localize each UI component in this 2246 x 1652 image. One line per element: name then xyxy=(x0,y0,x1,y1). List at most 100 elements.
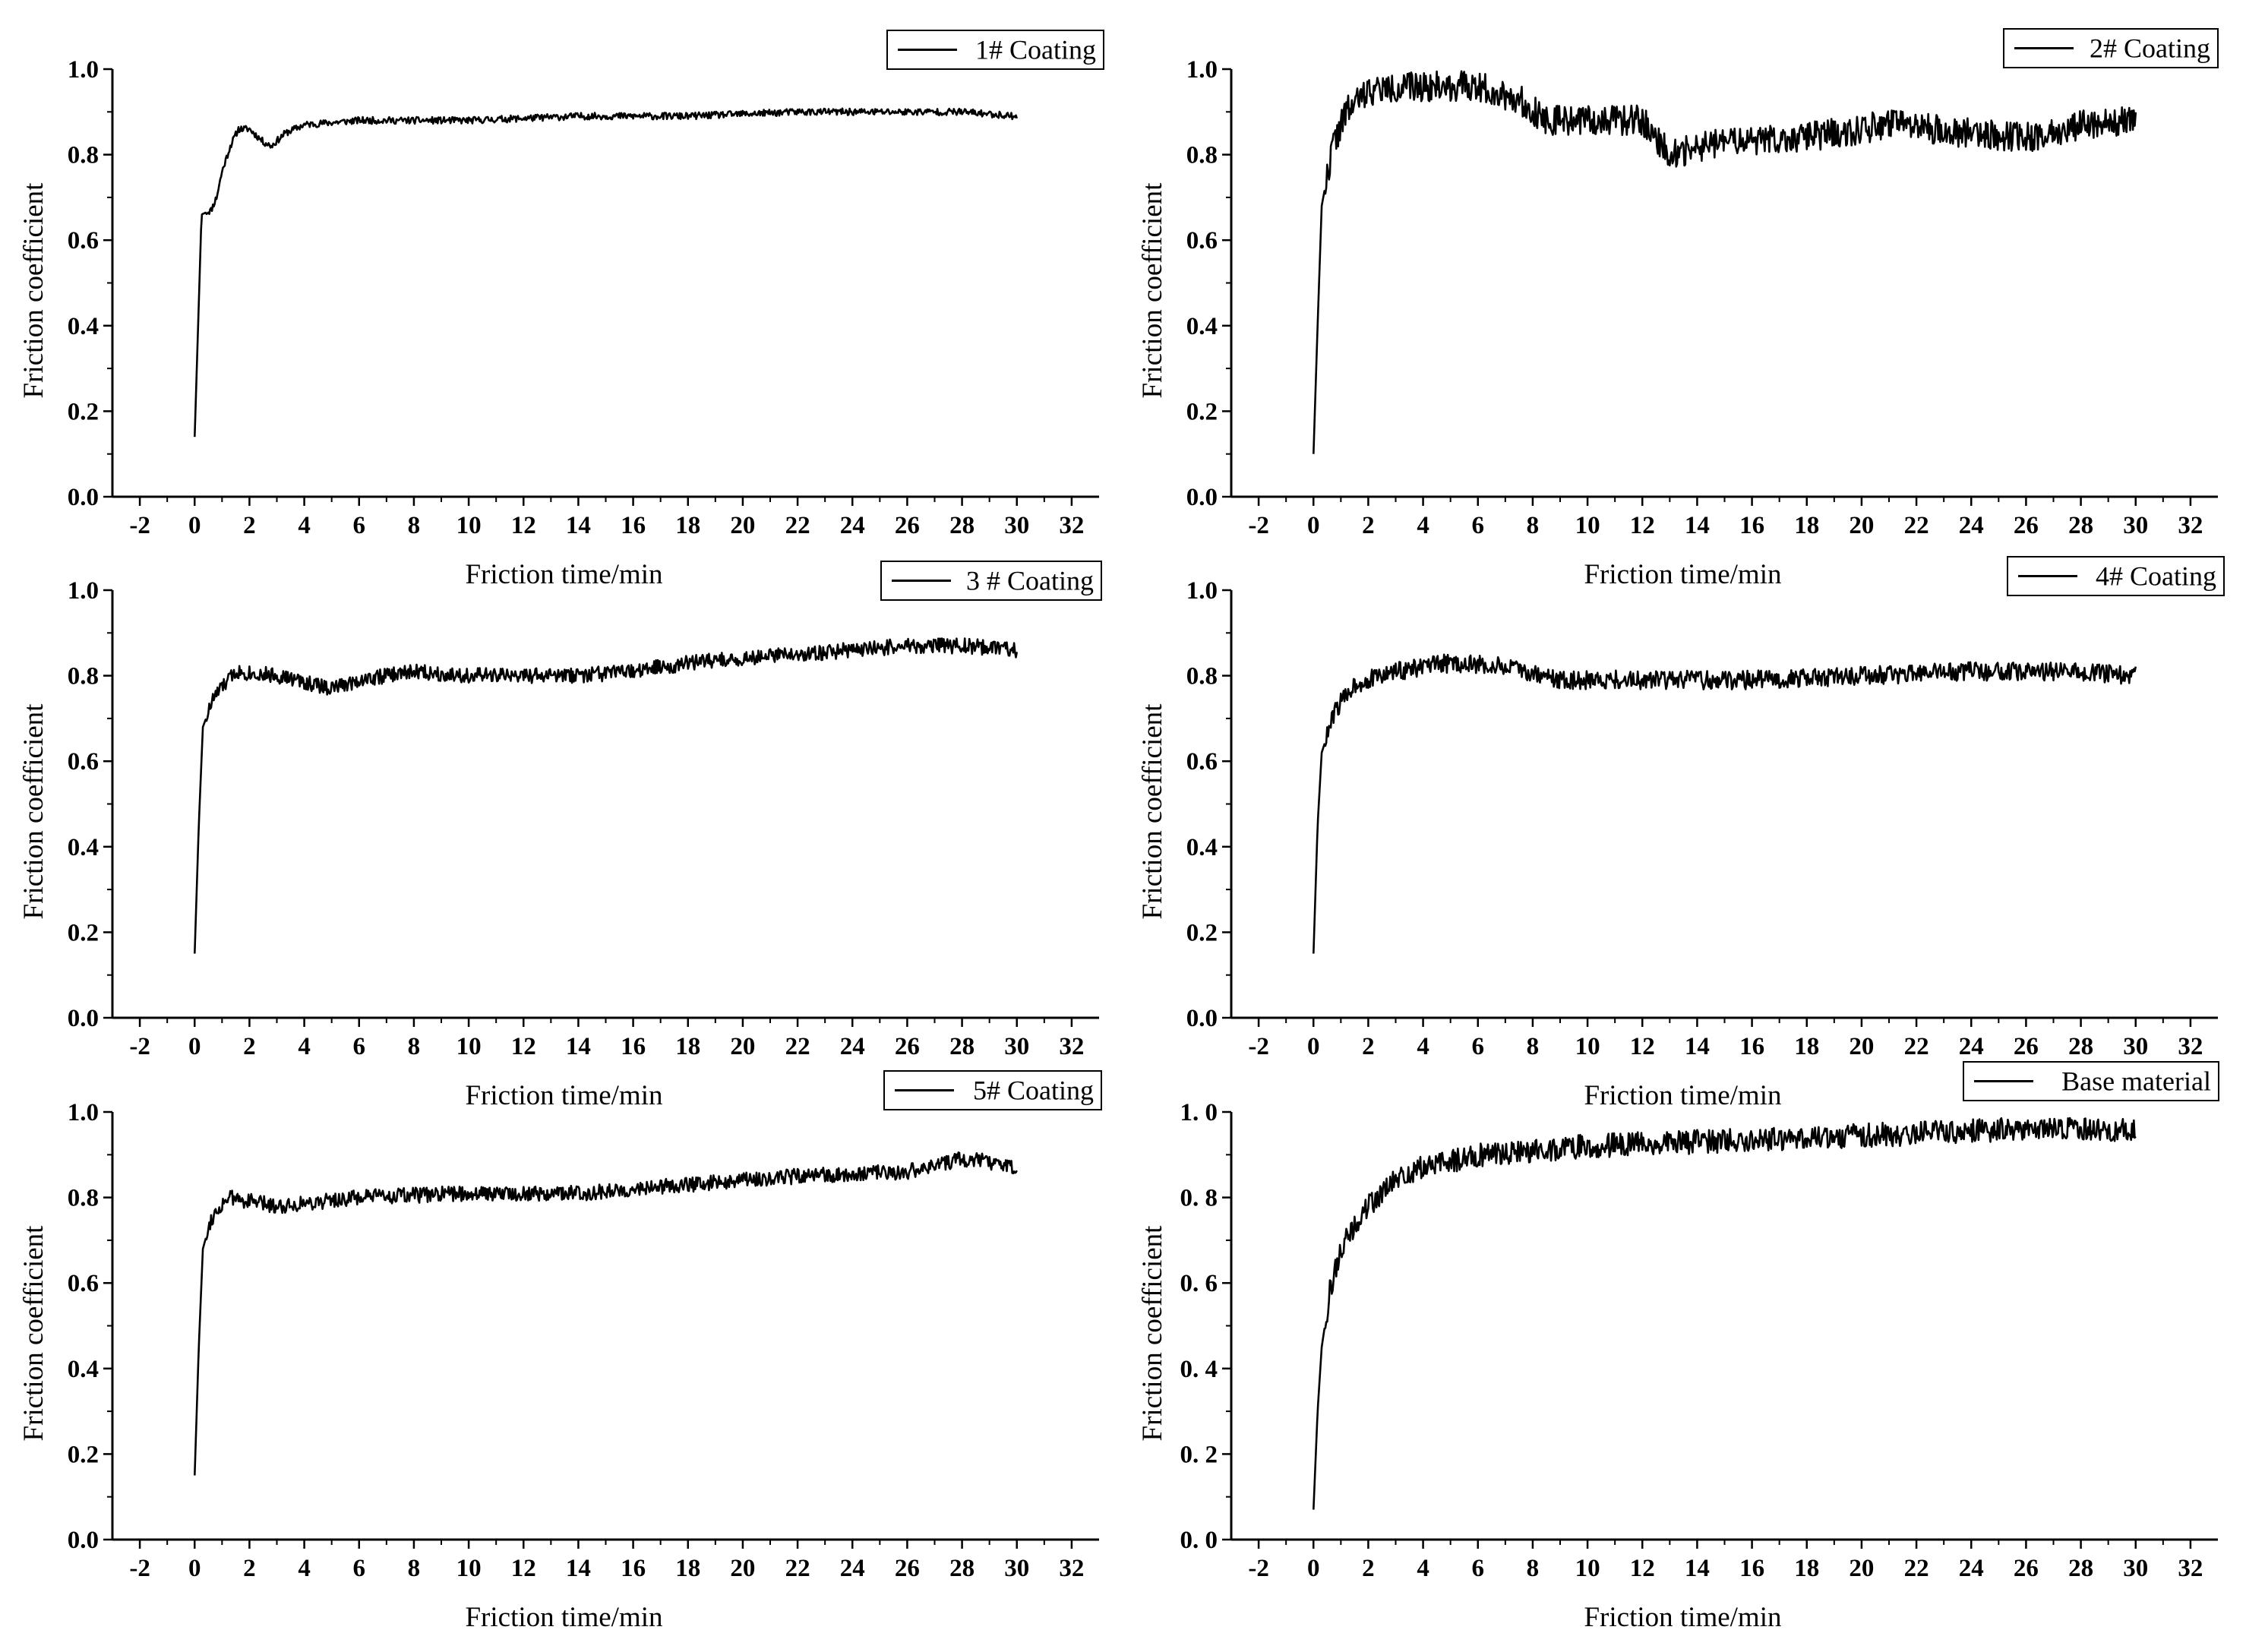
x-tick-label: 8 xyxy=(1527,1555,1540,1582)
y-tick-label: 0.4 xyxy=(1186,313,1218,340)
x-tick-label: 4 xyxy=(298,512,311,539)
y-tick-label: 0.4 xyxy=(68,834,99,861)
x-tick-label: 30 xyxy=(2123,1555,2148,1582)
chart-panel-5: -2 0 2 4 6 8 10 12 14 16 18 20 22 24 26 28 30 320.00.20.4… xyxy=(18,1070,1102,1633)
x-tick-label: 30 xyxy=(2123,1033,2148,1060)
x-tick-label: 22 xyxy=(1904,1555,1929,1582)
x-tick-label: 10 xyxy=(1575,1555,1600,1582)
x-tick-label: 16 xyxy=(621,1033,646,1060)
x-tick-label: 8 xyxy=(408,1033,421,1060)
x-tick-label: 6 xyxy=(1472,1033,1485,1060)
y-tick-label: 0. 6 xyxy=(1180,1270,1218,1297)
x-tick-label: 24 xyxy=(840,1555,865,1582)
x-tick-label: 18 xyxy=(675,1033,700,1060)
x-tick-label: 32 xyxy=(1059,1555,1084,1582)
x-tick-label: 10 xyxy=(456,1033,482,1060)
x-tick-label: 4 xyxy=(298,1033,311,1060)
x-tick-label: 6 xyxy=(1472,1555,1485,1582)
x-tick-label: 14 xyxy=(566,1555,591,1582)
y-tick-label: 0. 2 xyxy=(1180,1441,1218,1468)
x-tick-label: 20 xyxy=(730,1555,755,1582)
legend-label: 1# Coating xyxy=(975,35,1096,65)
x-tick-label: 10 xyxy=(456,1555,482,1582)
x-tick-label: 12 xyxy=(511,512,536,539)
x-tick-label: 32 xyxy=(2178,512,2203,539)
x-tick-label: 28 xyxy=(2068,512,2093,539)
x-tick-label: 26 xyxy=(895,512,920,539)
x-tick-label: 0 xyxy=(1307,1033,1320,1060)
x-tick-label: 16 xyxy=(1739,1033,1764,1060)
x-tick-label: 4 xyxy=(1417,512,1429,539)
y-tick-label: 0.2 xyxy=(1186,919,1218,946)
x-tick-label: 8 xyxy=(408,1555,421,1582)
x-tick-label: 20 xyxy=(730,512,755,539)
x-tick-label: 26 xyxy=(2014,1555,2039,1582)
x-tick-label: 16 xyxy=(621,512,646,539)
x-tick-label: 12 xyxy=(1630,1555,1655,1582)
x-tick-label: 0 xyxy=(1307,1555,1320,1582)
x-tick-label: 26 xyxy=(895,1033,920,1060)
y-tick-label: 1.0 xyxy=(1186,577,1218,605)
series-line xyxy=(194,107,1019,437)
y-tick-label: 0. 0 xyxy=(1180,1527,1218,1554)
x-tick-label: 26 xyxy=(2014,512,2039,539)
x-tick-label: 28 xyxy=(2068,1033,2093,1060)
chart-panel-2: -2 0 2 4 6 8 10 12 14 16 18 20 22 24 26 28 30 320.00.20.4… xyxy=(1137,28,2219,590)
x-tick-label: 8 xyxy=(408,512,421,539)
y-tick-label: 0.8 xyxy=(68,1185,99,1212)
x-tick-label: 18 xyxy=(1794,1033,1819,1060)
x-tick-label: 24 xyxy=(1959,512,1984,539)
x-tick-label: 22 xyxy=(785,512,810,539)
x-tick-label: 32 xyxy=(1059,1033,1084,1060)
y-tick-label: 0. 8 xyxy=(1180,1185,1218,1212)
x-tick-label: 24 xyxy=(1959,1555,1984,1582)
y-tick-label: 0.4 xyxy=(68,1356,99,1383)
x-tick-label: 8 xyxy=(1527,1033,1540,1060)
y-tick-label: 0.6 xyxy=(68,1270,99,1297)
y-tick-label: 0.0 xyxy=(1186,1005,1218,1032)
x-tick-label: 0 xyxy=(1307,512,1320,539)
x-tick-label: 32 xyxy=(2178,1033,2203,1060)
x-tick-label: 20 xyxy=(1849,1033,1874,1060)
x-axis-title: Friction time/min xyxy=(1584,1080,1781,1111)
x-tick-label: 6 xyxy=(353,1555,366,1582)
y-tick-label: 0.0 xyxy=(68,484,99,511)
y-axis-title: Friction coefficient xyxy=(18,1225,49,1442)
x-tick-label: 16 xyxy=(621,1555,646,1582)
legend: 1# Coating xyxy=(886,30,1104,70)
legend: 2# Coating xyxy=(2003,28,2219,68)
chart-panel-4: -2 0 2 4 6 8 10 12 14 16 18 20 22 24 26 28 30 320.00.20.4… xyxy=(1137,556,2225,1111)
x-tick-label: 16 xyxy=(1739,1555,1764,1582)
x-tick-label: 14 xyxy=(1685,512,1710,539)
x-tick-label: 2 xyxy=(1362,1555,1375,1582)
y-tick-label: 0.0 xyxy=(68,1527,99,1554)
x-tick-label: 14 xyxy=(566,512,591,539)
x-tick-label: 26 xyxy=(2014,1033,2039,1060)
x-tick-label: 4 xyxy=(1417,1033,1429,1060)
x-tick-label: 12 xyxy=(1630,512,1655,539)
x-tick-label: 22 xyxy=(785,1033,810,1060)
x-tick-label: 22 xyxy=(1904,512,1929,539)
x-tick-label: 20 xyxy=(1849,1555,1874,1582)
y-tick-label: 0.8 xyxy=(68,663,99,690)
x-axis-title: Friction time/min xyxy=(465,559,662,590)
x-tick-label: 12 xyxy=(511,1033,536,1060)
x-tick-label: 0 xyxy=(188,512,201,539)
legend-label: 5# Coating xyxy=(973,1076,1094,1106)
legend-label: 2# Coating xyxy=(2090,33,2210,64)
series-line xyxy=(1313,1117,2137,1510)
legend: Base material xyxy=(1963,1061,2219,1101)
x-tick-label: 28 xyxy=(949,512,975,539)
x-tick-label: 2 xyxy=(243,1555,256,1582)
x-tick-label: 18 xyxy=(675,512,700,539)
x-tick-label: 22 xyxy=(1904,1033,1929,1060)
x-tick-label: 12 xyxy=(1630,1033,1655,1060)
x-tick-label: 4 xyxy=(1417,1555,1429,1582)
x-tick-label: 14 xyxy=(1685,1033,1710,1060)
x-tick-label: -2 xyxy=(129,1555,150,1582)
chart-panel-3: -2 0 2 4 6 8 10 12 14 16 18 20 22 24 26 28 30 320.00.20.4… xyxy=(18,561,1102,1111)
x-tick-label: -2 xyxy=(1248,1555,1269,1582)
x-tick-label: 20 xyxy=(730,1033,755,1060)
y-tick-label: 0.4 xyxy=(68,313,99,340)
legend-box xyxy=(2003,28,2219,68)
